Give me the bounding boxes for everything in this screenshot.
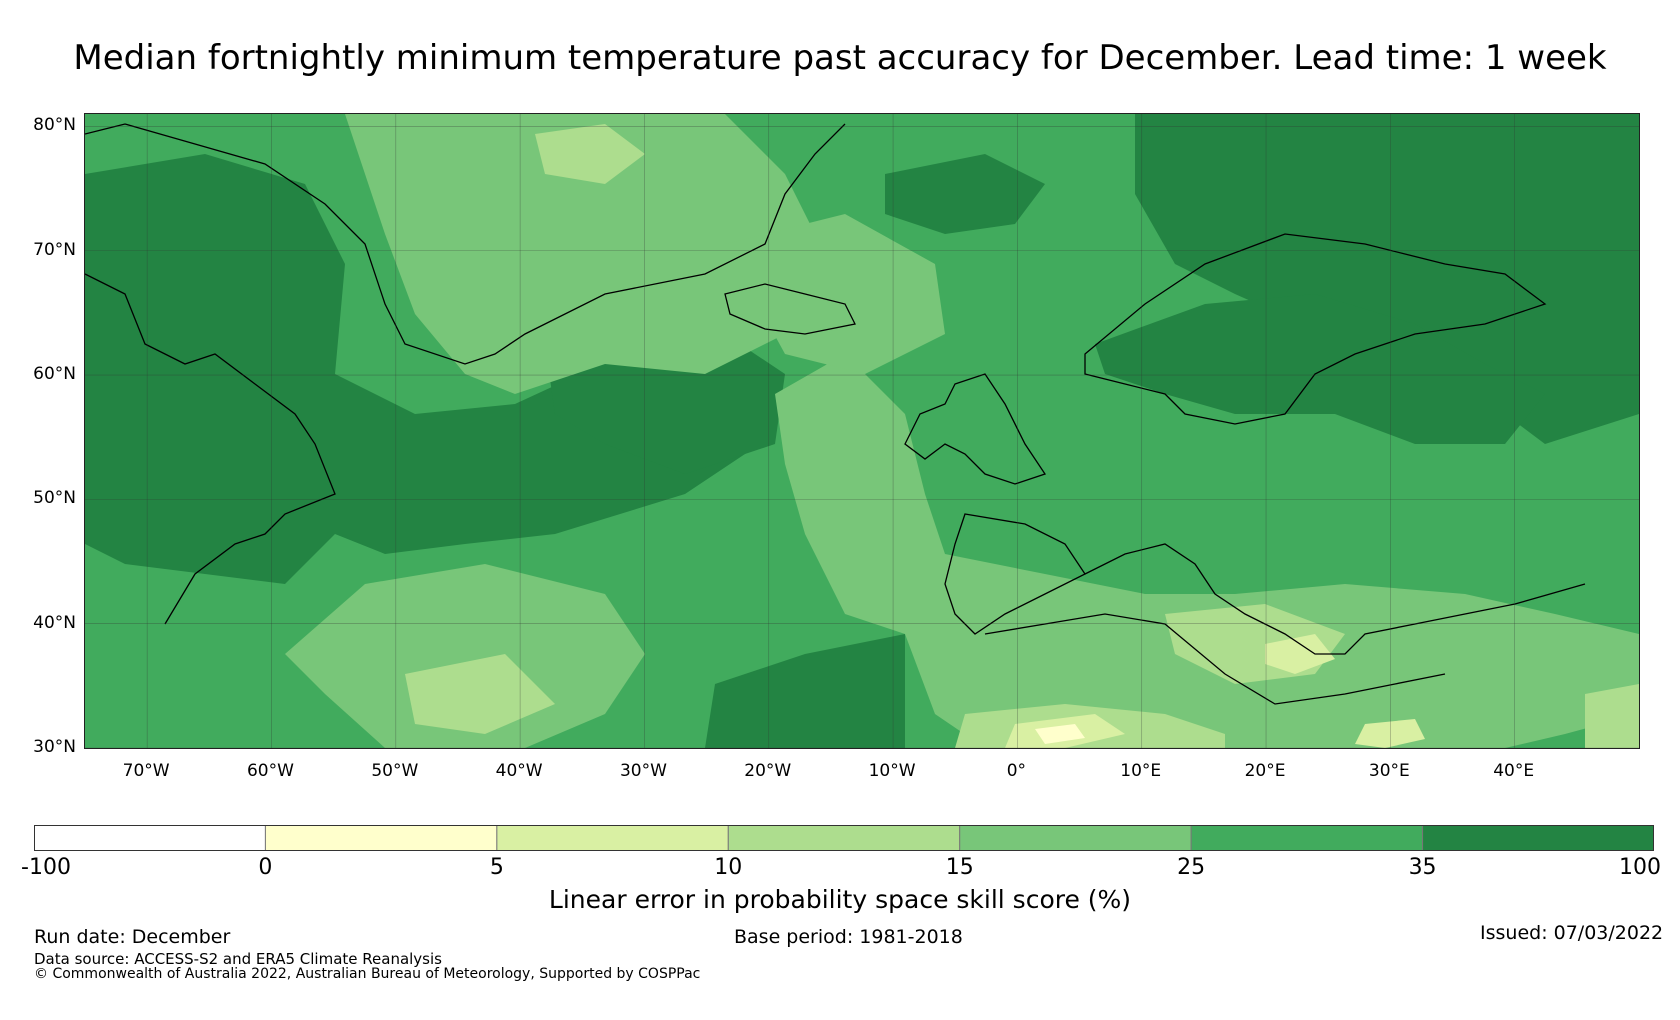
near-zero-skill-regions [1035,724,1085,744]
lat-label-50°N: 50°N [33,488,76,509]
lon-label-40°E: 40°E [1493,761,1535,781]
mid-atlantic-band-region [775,354,1639,748]
colorbar-tick-0: 0 [258,855,273,880]
lon-label-30°W: 30°W [619,761,667,781]
chart-title: Median fortnightly minimum temperature p… [73,38,1607,78]
colorbar-title: Linear error in probability space skill … [548,885,1132,914]
graticule [85,114,1639,748]
lat-label-80°N: 80°N [33,115,76,136]
map-canvas [85,114,1639,748]
labrador-coastline [85,273,336,625]
british-isles-coastline [904,373,1047,485]
colorbar-bin--100-to-0 [34,825,266,851]
colorbar-tick-25: 25 [1177,855,1206,880]
central-atlantic-dark-region [545,334,785,474]
labrador-sea-region [85,154,775,584]
lat-label-40°N: 40°N [33,612,76,633]
data-source: Data source: ACCESS-S2 and ERA5 Climate … [34,950,442,968]
colorbar-tick-5: 5 [489,855,504,880]
lon-label-20°E: 20°E [1244,761,1286,781]
colorbar-bin-25-to-35 [1190,825,1424,851]
mediterranean-coastline [1084,543,1586,655]
iberia-coastline [944,513,1086,635]
lon-label-60°W: 60°W [246,761,294,781]
issued-date: Issued: 07/03/2022 [1480,922,1664,944]
colorbar-tick-10: 10 [714,855,743,880]
base-period: Base period: 1981-2018 [734,926,963,948]
scandinavia-region [1095,294,1545,444]
northern-atlantic-light-region [725,214,945,374]
arabia-pale-region [1585,684,1639,748]
colorbar-bin-10-to-15 [727,825,961,851]
lon-label-40°W: 40°W [495,761,543,781]
medium-skill-regions [285,114,1639,748]
colorbar-bin-0-to-5 [264,825,498,851]
scandinavia-coastline [1084,233,1547,425]
copyright: © Commonwealth of Australia 2022, Austra… [34,966,701,982]
colorbar-bin-15-to-25 [959,825,1192,851]
colorbar-tick-100: 100 [1619,855,1661,880]
coastlines [85,123,1586,705]
subtropical-pale-region [405,654,555,734]
iceland-coastline [724,283,856,335]
lon-label-0°: 0° [1006,761,1027,781]
run-date: Run date: December [34,926,231,948]
algeria-yellow-spot [1035,724,1085,744]
greenland-interior-region [345,114,825,394]
lat-label-30°N: 30°N [33,737,76,757]
colorbar-bin-35-to-100 [1422,825,1654,851]
lon-label-20°W: 20°W [744,761,792,781]
greenland-dark-patch [885,154,1045,234]
arctic-barents-region [1135,114,1639,444]
subtropical-atlantic-dark-region [705,634,905,748]
north-africa-coastline [984,613,1446,705]
lon-label-30°E: 30°E [1368,761,1410,781]
colorbar [34,825,1654,851]
balkan-pale-region [1265,634,1335,674]
lon-label-10°W: 10°W [868,761,916,781]
colorbar-bin-5-to-10 [496,825,729,851]
libya-pale-region [1355,719,1425,748]
high-skill-regions [85,114,1639,748]
colorbar-frame [34,825,1654,851]
colorbar-tick-15: 15 [945,855,974,880]
greenland-pale-patch [535,124,645,184]
colorbar-tick-35: 35 [1408,855,1437,880]
lon-label-50°W: 50°W [371,761,419,781]
lon-label-10°E: 10°E [1120,761,1162,781]
lat-label-60°N: 60°N [33,364,76,385]
lon-label-70°W: 70°W [122,761,170,781]
skill-score-map [84,113,1640,749]
colorbar-tick--100: -100 [21,855,71,880]
western-atlantic-light-region [285,564,645,748]
lat-label-70°N: 70°N [33,239,76,260]
greenland-coastline [85,123,846,365]
